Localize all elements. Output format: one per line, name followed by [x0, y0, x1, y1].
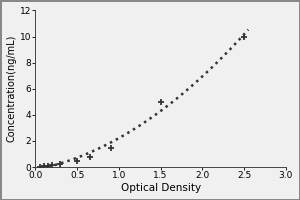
Y-axis label: Concentration(ng/mL): Concentration(ng/mL): [7, 35, 17, 142]
X-axis label: Optical Density: Optical Density: [121, 183, 201, 193]
